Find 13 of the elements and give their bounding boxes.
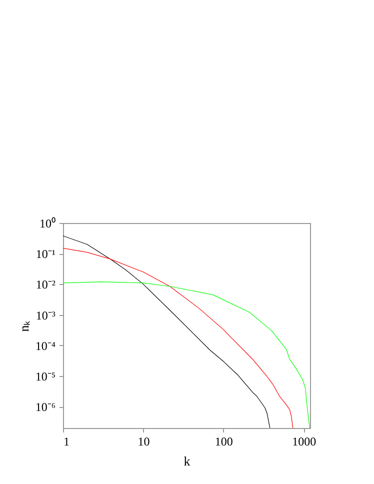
y-tick-label: 10⁻⁵ (35, 370, 56, 384)
x-axis-title: k (184, 454, 191, 468)
x-tick-label: 100 (214, 434, 233, 448)
x-tick-label: 10 (138, 434, 150, 448)
y-axis-title: nₖ (16, 320, 32, 332)
y-tick-label: 10⁰ (40, 216, 56, 230)
y-tick-label: 10⁻⁴ (35, 338, 56, 353)
y-tick-label: 10⁻² (36, 278, 56, 292)
y-tick-label: 10⁻⁶ (35, 400, 56, 414)
y-tick-label: 10⁻³ (36, 308, 56, 322)
x-tick-label: 1000 (292, 434, 316, 448)
y-tick-label: 10⁻¹ (36, 247, 56, 262)
x-tick-label: 1 (64, 434, 70, 448)
